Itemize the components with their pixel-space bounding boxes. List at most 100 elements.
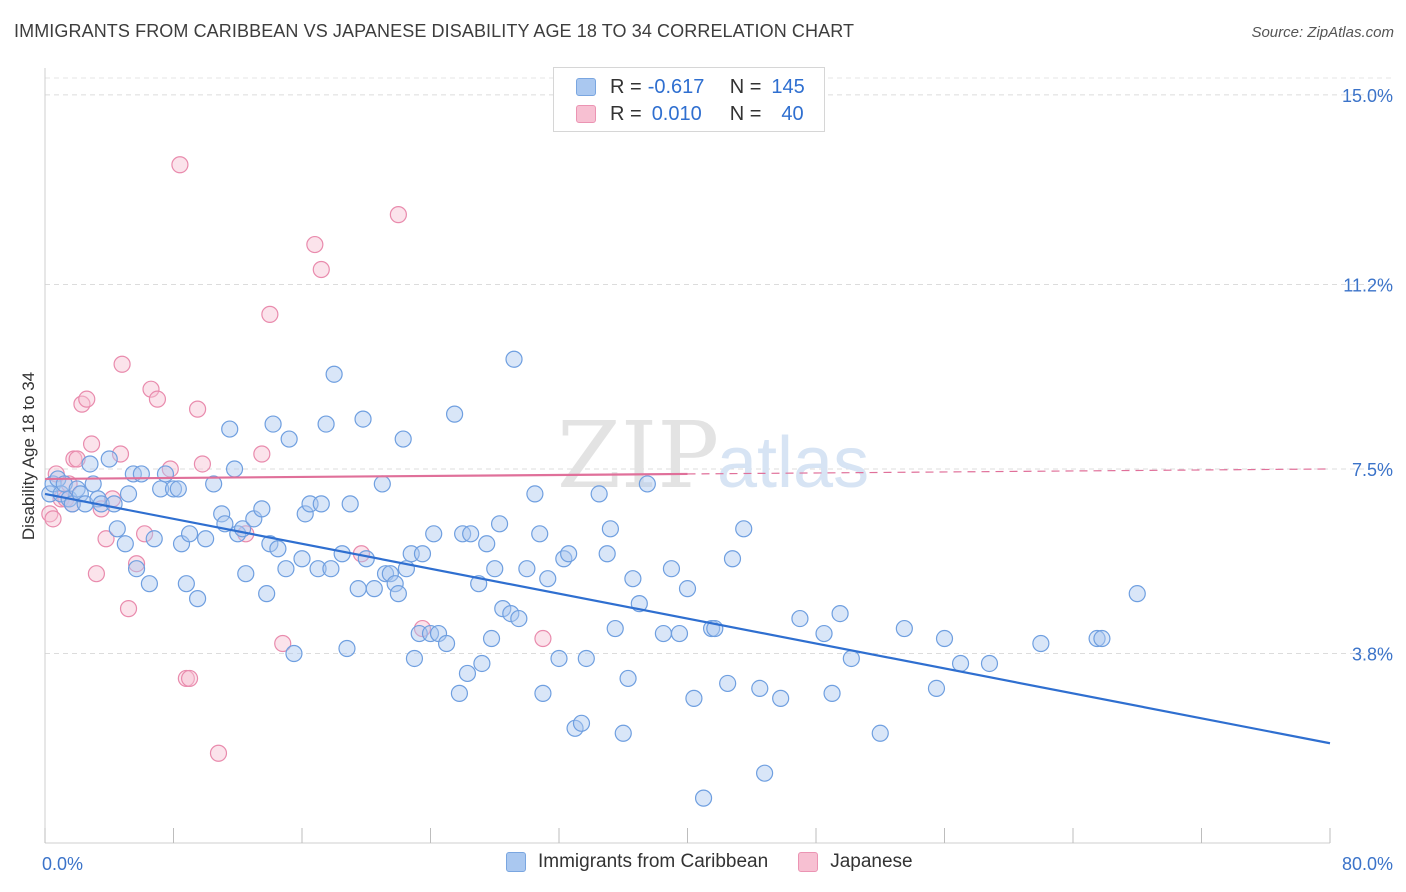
- data-point: [169, 480, 187, 498]
- data-point: [180, 525, 199, 543]
- legend-swatch-japanese: [576, 105, 596, 123]
- data-point: [670, 624, 689, 643]
- data-point: [132, 465, 150, 483]
- data-point: [78, 390, 96, 408]
- data-point: [156, 465, 175, 483]
- data-point: [413, 545, 432, 563]
- data-point: [478, 535, 496, 553]
- data-point: [188, 590, 207, 608]
- data-point: [127, 560, 146, 578]
- data-point: [312, 495, 330, 513]
- data-point: [188, 400, 207, 418]
- data-point: [357, 550, 375, 568]
- trend-line-japanese-extension: [687, 468, 1331, 475]
- data-point: [445, 405, 464, 423]
- data-point: [510, 609, 528, 628]
- data-point: [197, 530, 215, 548]
- bottom-legend-swatch-caribbean: [506, 852, 526, 872]
- data-point: [193, 455, 212, 473]
- data-point: [349, 580, 367, 598]
- legend-r-label: R =: [610, 75, 642, 98]
- data-point: [927, 679, 946, 698]
- data-point: [365, 580, 383, 598]
- data-point: [490, 515, 509, 533]
- data-point: [518, 560, 536, 578]
- data-point: [505, 350, 523, 368]
- data-point: [606, 619, 624, 638]
- y-tick-label: 3.8%: [1352, 644, 1393, 664]
- data-point: [277, 560, 295, 578]
- x-tick-max: 80.0%: [1342, 854, 1393, 874]
- bottom-legend-item-japanese[interactable]: Japanese: [798, 851, 913, 873]
- data-point: [140, 575, 159, 593]
- data-point: [354, 410, 372, 428]
- data-point: [258, 585, 276, 603]
- data-point: [73, 395, 91, 413]
- data-point: [751, 679, 769, 698]
- source-label: Source: ZipAtlas.com: [1251, 24, 1394, 41]
- data-point: [386, 575, 404, 593]
- data-point: [394, 430, 412, 448]
- data-point: [755, 764, 774, 782]
- data-point: [225, 460, 244, 478]
- data-point: [171, 156, 189, 174]
- data-point: [81, 455, 99, 473]
- data-point: [531, 525, 549, 543]
- data-point: [312, 260, 330, 279]
- data-point: [662, 560, 681, 578]
- data-point: [205, 475, 223, 493]
- legend-row-caribbean: R = -0.617 N = 145: [576, 74, 805, 100]
- data-point: [685, 689, 703, 707]
- data-point: [389, 206, 407, 224]
- data-point: [723, 550, 742, 568]
- data-point: [237, 565, 255, 583]
- data-point: [127, 555, 146, 573]
- trend-line-japanese: [44, 472, 688, 481]
- data-point: [598, 545, 616, 563]
- data-point: [678, 580, 697, 598]
- data-point: [772, 689, 790, 707]
- data-point: [555, 550, 573, 568]
- data-point: [306, 235, 324, 254]
- data-point: [694, 789, 713, 807]
- data-point: [116, 535, 134, 553]
- legend-n-label: N =: [729, 75, 762, 98]
- data-point: [482, 629, 501, 648]
- data-point: [41, 505, 59, 523]
- data-point: [572, 714, 591, 732]
- data-point: [550, 649, 568, 668]
- data-point: [486, 560, 504, 578]
- data-point: [624, 570, 642, 588]
- data-point: [209, 744, 228, 762]
- bottom-legend-item-caribbean[interactable]: Immigrants from Caribbean: [506, 851, 768, 873]
- axes: [44, 68, 1331, 844]
- data-point: [261, 305, 279, 323]
- bottom-legend-label: Japanese: [830, 851, 913, 872]
- chart-title: IMMIGRANTS FROM CARIBBEAN VS JAPANESE DI…: [14, 21, 855, 41]
- data-point: [100, 450, 118, 468]
- legend-r-value: 0.010: [651, 102, 702, 125]
- data-point: [735, 520, 753, 538]
- data-point: [221, 420, 239, 438]
- data-point: [322, 560, 340, 578]
- data-point: [164, 480, 183, 498]
- bottom-legend-label: Immigrants from Caribbean: [538, 851, 769, 872]
- data-point: [180, 669, 199, 688]
- data-point: [309, 560, 327, 578]
- data-point: [373, 475, 391, 493]
- y-tick-labels: 15.0% 11.2% 7.5% 3.8%: [1342, 86, 1393, 665]
- data-point: [119, 600, 138, 618]
- data-point: [317, 415, 335, 433]
- y-tick-label: 11.2%: [1343, 275, 1393, 295]
- data-point: [108, 520, 126, 538]
- data-point: [296, 505, 314, 523]
- data-point: [213, 505, 231, 523]
- data-point: [269, 540, 287, 558]
- data-point: [831, 604, 849, 623]
- legend-n-value: 40: [781, 102, 804, 125]
- data-point: [534, 629, 552, 648]
- data-point: [614, 724, 632, 742]
- data-point: [526, 485, 544, 503]
- watermark: ZIP atlas: [557, 402, 869, 509]
